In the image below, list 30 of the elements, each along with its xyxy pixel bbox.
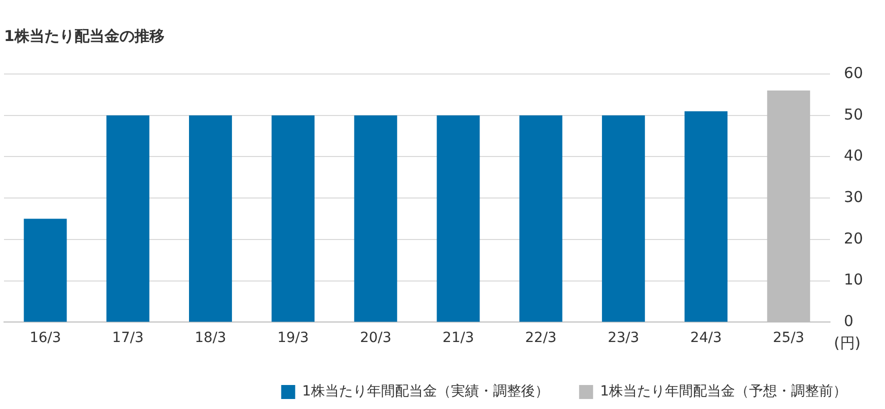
bar (106, 115, 150, 322)
y-tick-label: 60 (844, 64, 864, 82)
legend-label: 1株当たり年間配当金（実績・調整後） (302, 384, 550, 400)
x-tick-label: 16/3 (30, 330, 62, 346)
bar (602, 115, 645, 322)
bar (24, 218, 67, 322)
x-tick-label: 19/3 (277, 330, 309, 346)
x-tick-label: 20/3 (360, 330, 392, 346)
chart-title: 1株当たり配当金の推移 (4, 26, 164, 45)
bar (189, 115, 232, 322)
y-tick-label: 20 (844, 229, 864, 248)
y-axis-title: (円) (834, 334, 861, 352)
bar (519, 115, 562, 322)
bar (354, 115, 398, 322)
x-tick-label: 22/3 (525, 330, 557, 346)
x-tick-label: 25/3 (772, 330, 804, 346)
x-tick-label: 21/3 (442, 330, 474, 346)
y-tick-label: 10 (844, 270, 864, 289)
y-tick-label: 30 (844, 188, 864, 206)
x-tick-label: 23/3 (608, 330, 640, 346)
y-tick-label: 40 (844, 146, 864, 165)
bar (272, 115, 315, 322)
y-tick-label: 50 (844, 105, 864, 124)
bar (684, 111, 728, 322)
x-tick-label: 17/3 (112, 330, 144, 346)
x-tick-label: 24/3 (690, 330, 722, 346)
x-tick-label: 18/3 (194, 330, 226, 346)
bar (436, 115, 480, 322)
y-tick-label: 0 (844, 312, 854, 330)
legend-label: 1株当たり年間配当金（予想・調整前） (600, 384, 848, 400)
